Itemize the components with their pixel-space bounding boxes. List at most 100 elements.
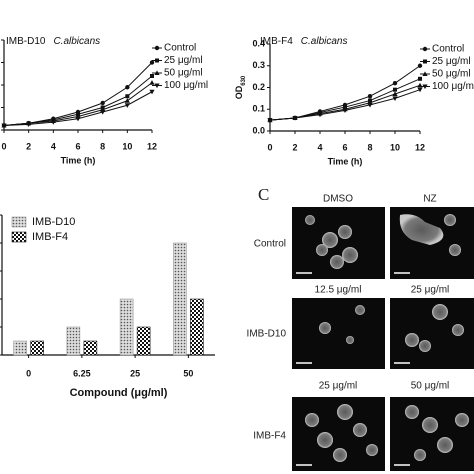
row-label: IMB-F4 [253,431,286,442]
x-tick-label: 2 [292,142,297,152]
legend-marker [422,71,428,76]
marker [342,108,348,113]
chart-title: IMB-D10 C.albicans [6,36,100,47]
x-tick-label: 12 [147,141,157,151]
x-tick-label: 8 [367,142,372,152]
x-axis-label: Compound (μg/ml) [70,387,168,399]
legend-label: 100 μg/ml [432,81,474,92]
subtitle-text: C.albicans [53,36,100,47]
marker [124,98,130,103]
x-tick-label: 8 [100,141,105,151]
legend-label: 50 μg/ml [432,69,471,80]
column-header: NZ [423,194,436,205]
marker [292,115,298,121]
x-tick-label: 0 [26,368,31,378]
legend-label: IMB-F4 [32,231,68,243]
marker [75,116,81,122]
bar [119,298,134,356]
legend-marker [155,58,159,63]
x-tick-label: 4 [51,141,56,151]
y-axis-label-text: OD [234,85,244,99]
y-axis-label-sub: 630 [241,75,247,86]
marker [149,89,155,95]
marker [149,80,155,85]
legend-label: Control [432,44,464,55]
x-tick-label: 10 [122,141,132,151]
bar [66,326,81,356]
marker [149,60,155,65]
x-tick-label: 10 [390,142,400,152]
column-header: DMSO [323,194,353,205]
title-text: IMB-F4 [260,36,293,47]
marker [392,80,398,86]
marker [150,74,154,78]
y-tick-label: 0.4 [252,38,265,48]
marker [417,87,423,93]
y-tick-label: 0.2 [252,82,265,92]
legend-label: IMB-D10 [32,216,75,228]
x-tick-label: 25 [130,368,140,378]
title-text: IMB-D10 [6,36,46,47]
legend-label: 25 μg/ml [164,55,203,66]
dose-label: 25 μg/ml [411,285,450,296]
legend-label: 100 μg/ml [164,80,208,91]
charts: 0 0.1 0.2 0.3 0.4 0 2 4 6 8 10 12 Time (h) IMB-D10 C.a… [0,36,474,399]
x-tick-label: 12 [415,142,425,152]
micrograph [390,397,474,471]
y-tick-label: 0.1 [252,104,265,114]
bar [83,340,98,356]
legend-swatch [11,231,27,243]
series-line [269,78,421,121]
marker [317,112,323,118]
bar [173,242,187,356]
legend-label: 50 μg/ml [164,68,203,79]
line-chart: 0.0 0.1 0.2 0.3 0.4 0 2 4 6 8 10 12 Time (h) OD630 IMB… [234,36,474,167]
x-tick-label: 2 [26,141,31,151]
micrograph [292,207,385,279]
marker [125,94,130,99]
legend-marker [154,83,160,89]
marker [418,76,422,81]
marker [100,100,105,106]
marker [26,122,32,127]
micrograph [292,397,385,471]
x-tick-label: 0 [267,142,272,152]
dose-label: 50 μg/ml [411,381,450,392]
legend-marker [423,59,427,64]
panel-label: C [258,185,269,204]
micrograph [292,298,385,369]
marker [1,123,7,129]
y-tick-label: 0.0 [252,125,265,135]
bar [190,298,204,356]
marker [392,91,398,97]
marker [392,96,398,101]
legend-swatch [11,216,27,228]
legend-label: 25 μg/ml [432,56,471,67]
marker [367,94,373,99]
micrograph [390,207,474,279]
dose-label: 25 μg/ml [319,381,358,392]
bar [30,340,44,356]
row-label: Control [254,239,286,250]
dose-label: 12.5 μg/ml [315,285,362,296]
legend-marker [422,46,428,52]
legend-label: Control [164,43,196,54]
subtitle-text: C.albicans [301,36,348,47]
marker [125,85,130,90]
row-label: IMB-D10 [247,329,287,340]
marker [367,102,373,108]
marker [100,110,106,115]
x-axis-label: Time (h) [328,156,363,166]
panel-c: C DMSO NZ Control 12.5 μg/ml 25 μg/ml IM… [247,185,474,471]
x-tick-label: 6 [75,141,80,151]
micrograph [390,298,474,369]
marker [50,120,56,125]
x-tick-label: 4 [317,142,322,152]
x-axis-label: Time (h) [61,155,96,165]
legend-marker [422,84,428,90]
x-tick-label: 0 [1,141,6,151]
marker [267,118,273,123]
